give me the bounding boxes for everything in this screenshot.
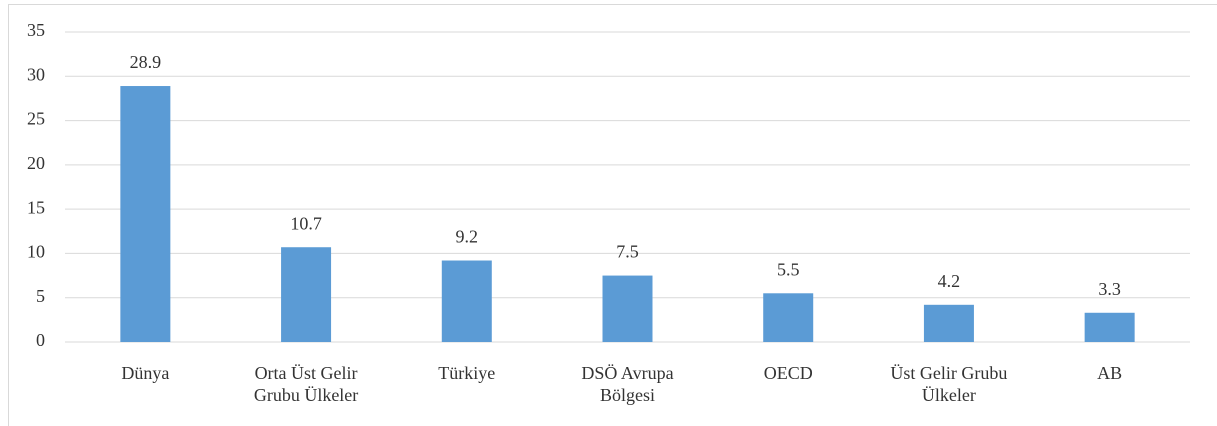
bar <box>441 260 492 342</box>
x-tick-label: DSÖ Avrupa Bölgesi <box>581 363 674 405</box>
x-tick-label: Orta Üst Gelir Grubu Ülkeler <box>253 363 359 405</box>
y-tick-label: 0 <box>36 330 45 350</box>
y-tick-label: 30 <box>27 64 45 84</box>
bar <box>1084 312 1135 342</box>
x-tick-label: OECD <box>763 363 813 383</box>
data-label: 28.9 <box>130 52 162 72</box>
data-label: 5.5 <box>777 259 800 279</box>
data-label: 9.2 <box>456 227 479 247</box>
x-tick-label: Dünya <box>121 363 170 383</box>
y-tick-label: 5 <box>36 286 45 306</box>
x-tick-label: Türkiye <box>438 363 496 383</box>
bar <box>923 304 974 342</box>
y-tick-label: 20 <box>27 153 45 173</box>
data-label: 3.3 <box>1098 279 1121 299</box>
bar <box>120 86 171 343</box>
data-label: 10.7 <box>290 213 322 233</box>
data-label: 7.5 <box>616 242 639 262</box>
y-tick-label: 15 <box>27 197 45 217</box>
y-tick-label: 25 <box>27 109 45 129</box>
bar <box>281 247 332 342</box>
x-tick-label: Üst Gelir Grubu Ülkeler <box>890 363 1008 405</box>
data-label: 4.2 <box>938 271 961 291</box>
y-tick-label: 10 <box>27 242 45 262</box>
bar <box>602 275 653 342</box>
y-tick-label: 35 <box>27 20 45 40</box>
x-tick-label: AB <box>1097 363 1123 383</box>
bar <box>763 293 814 342</box>
chart-frame <box>8 4 1217 426</box>
